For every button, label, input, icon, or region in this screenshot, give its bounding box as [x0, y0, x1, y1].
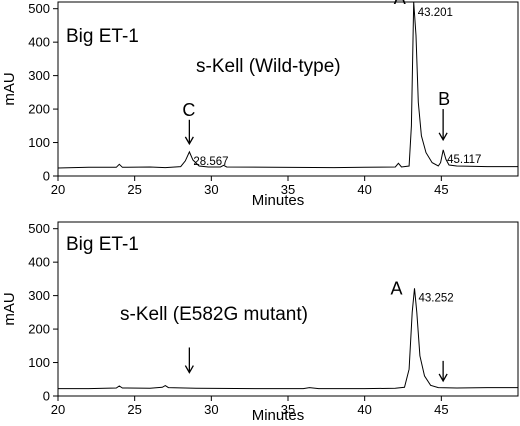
x-tick-label: 30 — [204, 182, 218, 197]
y-axis-title: mAU — [1, 292, 18, 325]
series-line-trace — [57, 1, 518, 169]
x-tick-label: 25 — [127, 402, 141, 417]
y-tick-label: 400 — [28, 255, 50, 270]
y-tick-label: 100 — [28, 355, 50, 370]
peak-arrow-head — [438, 373, 448, 383]
retention-time-label: 45.117 — [447, 154, 481, 166]
x-tick-label: 40 — [357, 182, 371, 197]
x-tick-label: 35 — [281, 402, 295, 417]
peak-arrow-head — [438, 132, 448, 142]
x-axis-title: Minutes — [252, 407, 305, 424]
x-tick-label: 20 — [51, 182, 65, 197]
peak-arrow-head — [184, 365, 194, 374]
x-axis-title: Minutes — [252, 192, 305, 209]
panel-subtitle: s-Kell (E582G mutant) — [120, 304, 308, 325]
chart-panel-2: 20 25 30 35 40 45 0 100 200 300 400 500 Minutes mAU Bi… — [1, 221, 519, 424]
peak-letter-A: A — [394, 0, 406, 8]
y-axis-title: mAU — [1, 72, 18, 105]
y-tick-label: 200 — [28, 102, 50, 117]
chart-panel-1: 20 25 30 35 40 45 0 100 200 300 400 500 Minutes mAU Bi… — [1, 0, 519, 209]
peak-letter-A: A — [391, 278, 403, 298]
peak-letter-C: C — [182, 100, 195, 120]
retention-time-label: 43.252 — [419, 292, 454, 304]
y-tick-label: 0 — [43, 389, 50, 404]
x-tick-label: 25 — [127, 182, 141, 197]
peak-letter-B: B — [438, 89, 450, 109]
x-tick-label: 40 — [357, 402, 371, 417]
y-tick-label: 500 — [28, 221, 50, 236]
series-line-trace — [58, 288, 518, 390]
y-tick-label: 500 — [28, 1, 50, 16]
retention-time-label: 43.201 — [418, 7, 453, 19]
x-tick-label: 35 — [281, 182, 295, 197]
x-tick-label: 30 — [204, 402, 218, 417]
peak-arrow-head — [184, 136, 194, 146]
panel-subtitle: s-Kell (Wild-type) — [196, 56, 341, 77]
panel-label: Big ET-1 — [66, 234, 139, 255]
y-tick-label: 0 — [43, 169, 50, 184]
x-tick-label: 45 — [434, 402, 448, 417]
retention-time-label: 28.567 — [193, 156, 228, 168]
y-tick-label: 200 — [28, 322, 50, 337]
y-tick-label: 300 — [28, 68, 50, 83]
y-tick-label: 400 — [28, 35, 50, 50]
x-tick-label: 45 — [434, 182, 448, 197]
y-tick-label: 100 — [28, 135, 50, 150]
y-tick-label: 300 — [28, 288, 50, 303]
panel-label: Big ET-1 — [66, 26, 139, 47]
x-tick-label: 20 — [51, 402, 65, 417]
